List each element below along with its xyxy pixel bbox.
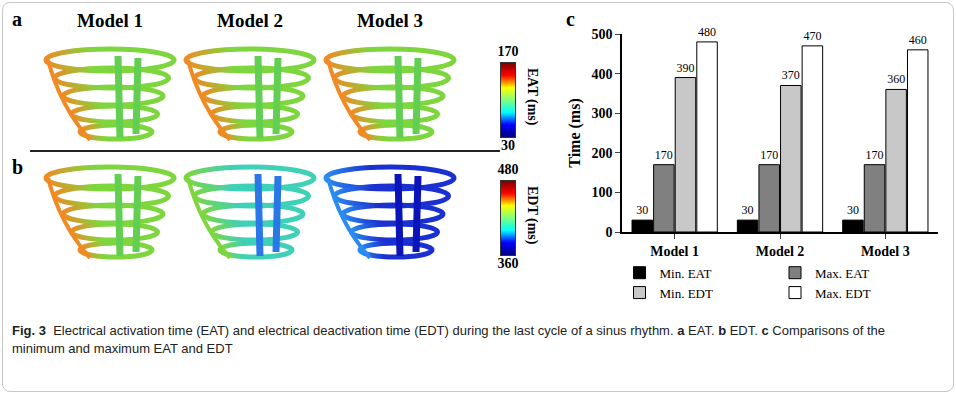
svg-text:100: 100	[591, 185, 612, 200]
svg-text:500: 500	[591, 27, 612, 42]
svg-text:Min. EDT: Min. EDT	[660, 286, 714, 301]
svg-text:Time (ms): Time (ms)	[566, 98, 584, 167]
svg-text:Min. EAT: Min. EAT	[660, 266, 712, 281]
html-text:Model 3: Model 3	[357, 10, 423, 31]
html-text:EDT (ms): EDT (ms)	[525, 186, 540, 245]
svg-text:200: 200	[591, 146, 612, 161]
svg-text:400: 400	[591, 67, 612, 82]
svg-text:460: 460	[909, 33, 927, 47]
html-text:EAT (ms): EAT (ms)	[525, 68, 540, 126]
svg-text:Max. EDT: Max. EDT	[815, 286, 871, 301]
html-text:b: b	[12, 156, 24, 178]
svg-text:30: 30	[742, 203, 754, 217]
svg-text:170: 170	[866, 148, 884, 162]
svg-text:300: 300	[591, 106, 612, 121]
html-text:c: c	[566, 8, 575, 30]
svg-text:Model 2: Model 2	[756, 244, 805, 259]
svg-text:370: 370	[782, 68, 800, 82]
html-text:a: a	[12, 8, 22, 30]
html-text:170: 170	[497, 44, 519, 59]
svg-text:470: 470	[803, 29, 821, 43]
svg-text:Max. EAT: Max. EAT	[815, 266, 869, 281]
html-text:Model 2: Model 2	[217, 10, 283, 31]
svg-text:30: 30	[847, 203, 859, 217]
svg-text:390: 390	[676, 61, 694, 75]
svg-text:170: 170	[655, 148, 673, 162]
svg-text:170: 170	[760, 148, 778, 162]
html-text:360: 360	[497, 256, 519, 271]
svg-text:Model 1: Model 1	[650, 244, 699, 259]
svg-text:30: 30	[636, 203, 648, 217]
svg-text:0: 0	[605, 225, 612, 240]
svg-text:360: 360	[887, 72, 905, 86]
html-text:30: 30	[501, 138, 515, 153]
html-text:Fig. 3 Electrical activation t: Fig. 3 Electrical activation time (EAT) …	[12, 323, 889, 356]
svg-text:480: 480	[698, 25, 716, 39]
svg-text:Model 3: Model 3	[861, 244, 910, 259]
html-text:Model 1: Model 1	[77, 10, 143, 31]
html-text:480: 480	[497, 162, 519, 177]
